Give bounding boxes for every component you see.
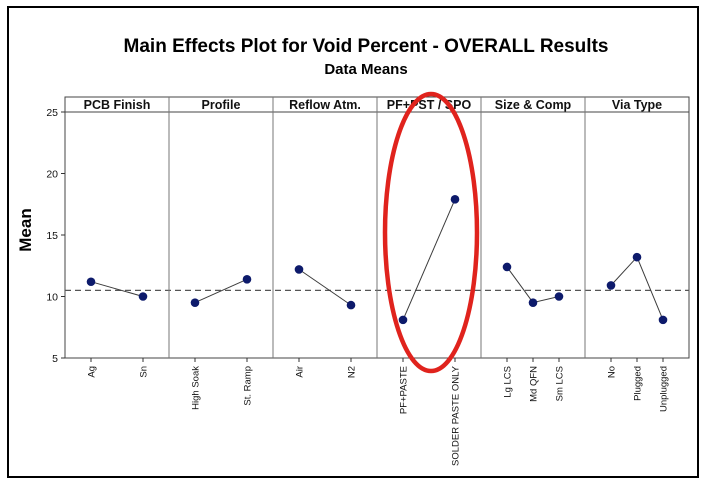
series-line bbox=[90, 281, 144, 297]
panel-label: Profile bbox=[202, 98, 241, 112]
data-point bbox=[554, 292, 564, 301]
series-line bbox=[610, 256, 664, 321]
x-tick-label: St. Ramp bbox=[243, 366, 254, 406]
x-tick-label: SOLDER PASTE ONLY bbox=[451, 365, 462, 466]
data-point bbox=[294, 265, 304, 274]
series-line bbox=[402, 199, 456, 321]
chart-subtitle: Data Means bbox=[324, 61, 407, 78]
panel-label: Reflow Atm. bbox=[289, 98, 361, 112]
data-point bbox=[632, 252, 642, 262]
x-tick-label: Lg LCS bbox=[503, 366, 514, 398]
panel-label: PF+PST / SPO bbox=[387, 98, 472, 112]
panel-label: Size & Comp bbox=[495, 98, 572, 112]
data-point bbox=[606, 281, 616, 290]
highlight-ellipse bbox=[382, 91, 480, 374]
series-line bbox=[298, 268, 352, 306]
data-point bbox=[450, 195, 460, 204]
plot-area: 5 10 15 20 25 PCB Finish Ag Sn Profile High Soak S… bbox=[46, 91, 690, 466]
y-tick-label: 25 bbox=[46, 107, 58, 119]
data-point bbox=[190, 298, 200, 307]
y-tick-label: 20 bbox=[46, 169, 58, 181]
y-tick-label: 10 bbox=[46, 292, 58, 304]
series-line bbox=[194, 278, 248, 304]
data-point bbox=[346, 300, 356, 310]
y-axis-label: Mean bbox=[16, 208, 35, 251]
chart-title: Main Effects Plot for Void Percent - OVE… bbox=[124, 36, 609, 57]
data-point bbox=[138, 292, 148, 301]
x-tick-label: Air bbox=[295, 366, 306, 378]
data-point bbox=[528, 298, 538, 307]
panel-label: Via Type bbox=[612, 98, 662, 112]
y-tick-label: 5 bbox=[52, 353, 58, 365]
x-tick-label: Unplugged bbox=[659, 366, 670, 412]
x-tick-label: Sm LCS bbox=[555, 366, 566, 401]
data-point bbox=[86, 277, 96, 287]
series-line bbox=[506, 266, 560, 304]
chart-frame: Main Effects Plot for Void Percent - OVE… bbox=[7, 6, 699, 478]
x-tick-label: No bbox=[607, 366, 618, 378]
panel-label: PCB Finish bbox=[84, 98, 151, 112]
x-tick-label: Sn bbox=[139, 366, 150, 378]
x-tick-label: Ag bbox=[87, 366, 98, 378]
data-point bbox=[398, 315, 408, 325]
x-tick-label: High Soak bbox=[191, 366, 202, 410]
x-tick-label: N2 bbox=[347, 366, 358, 378]
y-tick-label: 15 bbox=[46, 230, 58, 242]
x-tick-label: Md QFN bbox=[529, 366, 540, 402]
data-point bbox=[242, 274, 252, 284]
x-tick-label: Plugged bbox=[633, 366, 644, 401]
main-effects-chart: Main Effects Plot for Void Percent - OVE… bbox=[16, 36, 690, 466]
data-point bbox=[658, 315, 668, 325]
data-point bbox=[502, 262, 512, 272]
x-tick-label: PF+PASTE bbox=[399, 366, 410, 414]
